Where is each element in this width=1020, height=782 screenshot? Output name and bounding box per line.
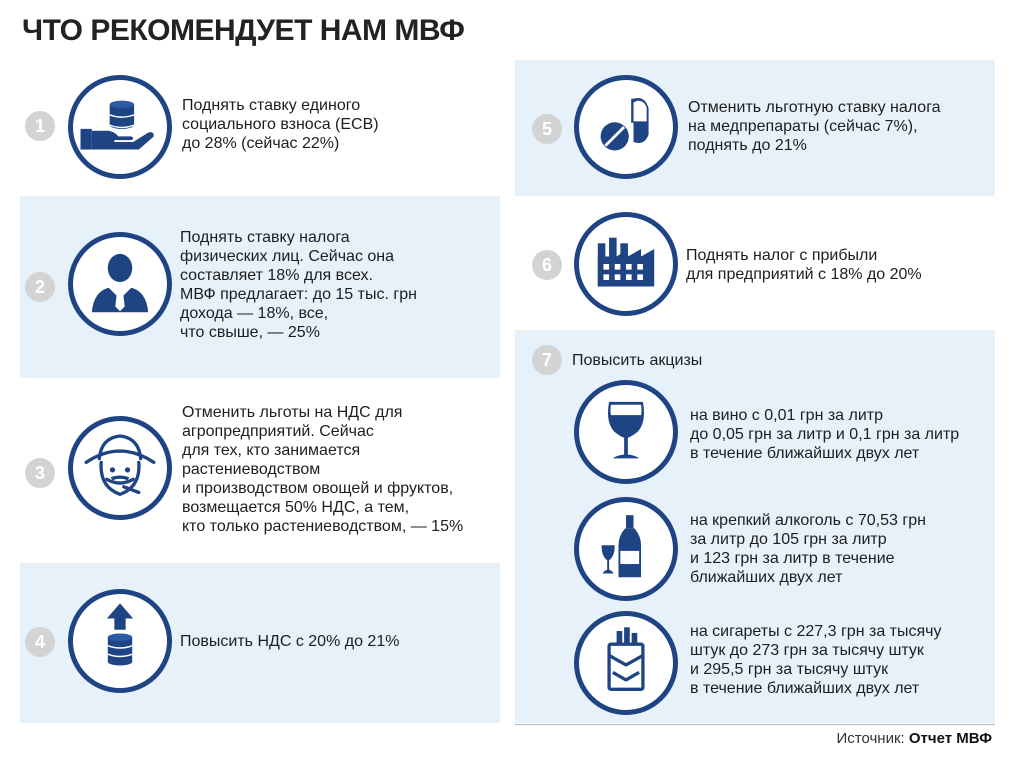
item-2-text: Поднять ставку налога физических лиц. Се… bbox=[180, 229, 417, 341]
item-7-number: 7 bbox=[532, 345, 562, 375]
item-3-text: Отменить льготы на НДС для агропредприят… bbox=[182, 404, 464, 535]
excise-cigarettes-text: на сигареты с 227,3 грн за тысячу штук д… bbox=[690, 623, 942, 697]
excise-wine-text: на вино с 0,01 грн за литр до 0,05 грн з… bbox=[690, 407, 960, 462]
excise-liquor-text: на крепкий алкоголь с 70,53 грн за литр … bbox=[690, 512, 926, 586]
hand-coins-icon bbox=[68, 75, 172, 179]
item-6-text: Поднять налог с прибыли для предприятий … bbox=[686, 247, 922, 283]
coins-arrow-up-icon bbox=[68, 589, 172, 693]
item-4-number: 4 bbox=[25, 627, 55, 657]
source-value: Отчет МВФ bbox=[908, 730, 992, 747]
item-5-number: 5 bbox=[532, 114, 562, 144]
businessman-icon bbox=[68, 232, 172, 336]
source-note: Источник: Отчет МВФ bbox=[836, 730, 992, 747]
item-6-number: 6 bbox=[532, 250, 562, 280]
item-5-text: Отменить льготную ставку налога на медпр… bbox=[688, 99, 941, 154]
item-2-number: 2 bbox=[25, 272, 55, 302]
cigarette-pack-icon bbox=[574, 611, 678, 715]
factory-icon bbox=[574, 212, 678, 316]
item-3-number: 3 bbox=[25, 458, 55, 488]
liquor-bottle-icon bbox=[574, 497, 678, 601]
source-label: Источник: bbox=[836, 730, 905, 747]
page-title: ЧТО РЕКОМЕНДУЕТ НАМ МВФ bbox=[22, 14, 465, 47]
wine-glass-icon bbox=[574, 380, 678, 484]
item-7-text: Повысить акцизы bbox=[572, 352, 703, 369]
item-1-number: 1 bbox=[25, 111, 55, 141]
item-1-text: Поднять ставку единого социального взнос… bbox=[182, 97, 379, 152]
pills-icon bbox=[574, 75, 678, 179]
farmer-icon bbox=[68, 416, 172, 520]
source-divider bbox=[515, 724, 995, 725]
item-4-text: Повысить НДС с 20% до 21% bbox=[180, 633, 400, 650]
